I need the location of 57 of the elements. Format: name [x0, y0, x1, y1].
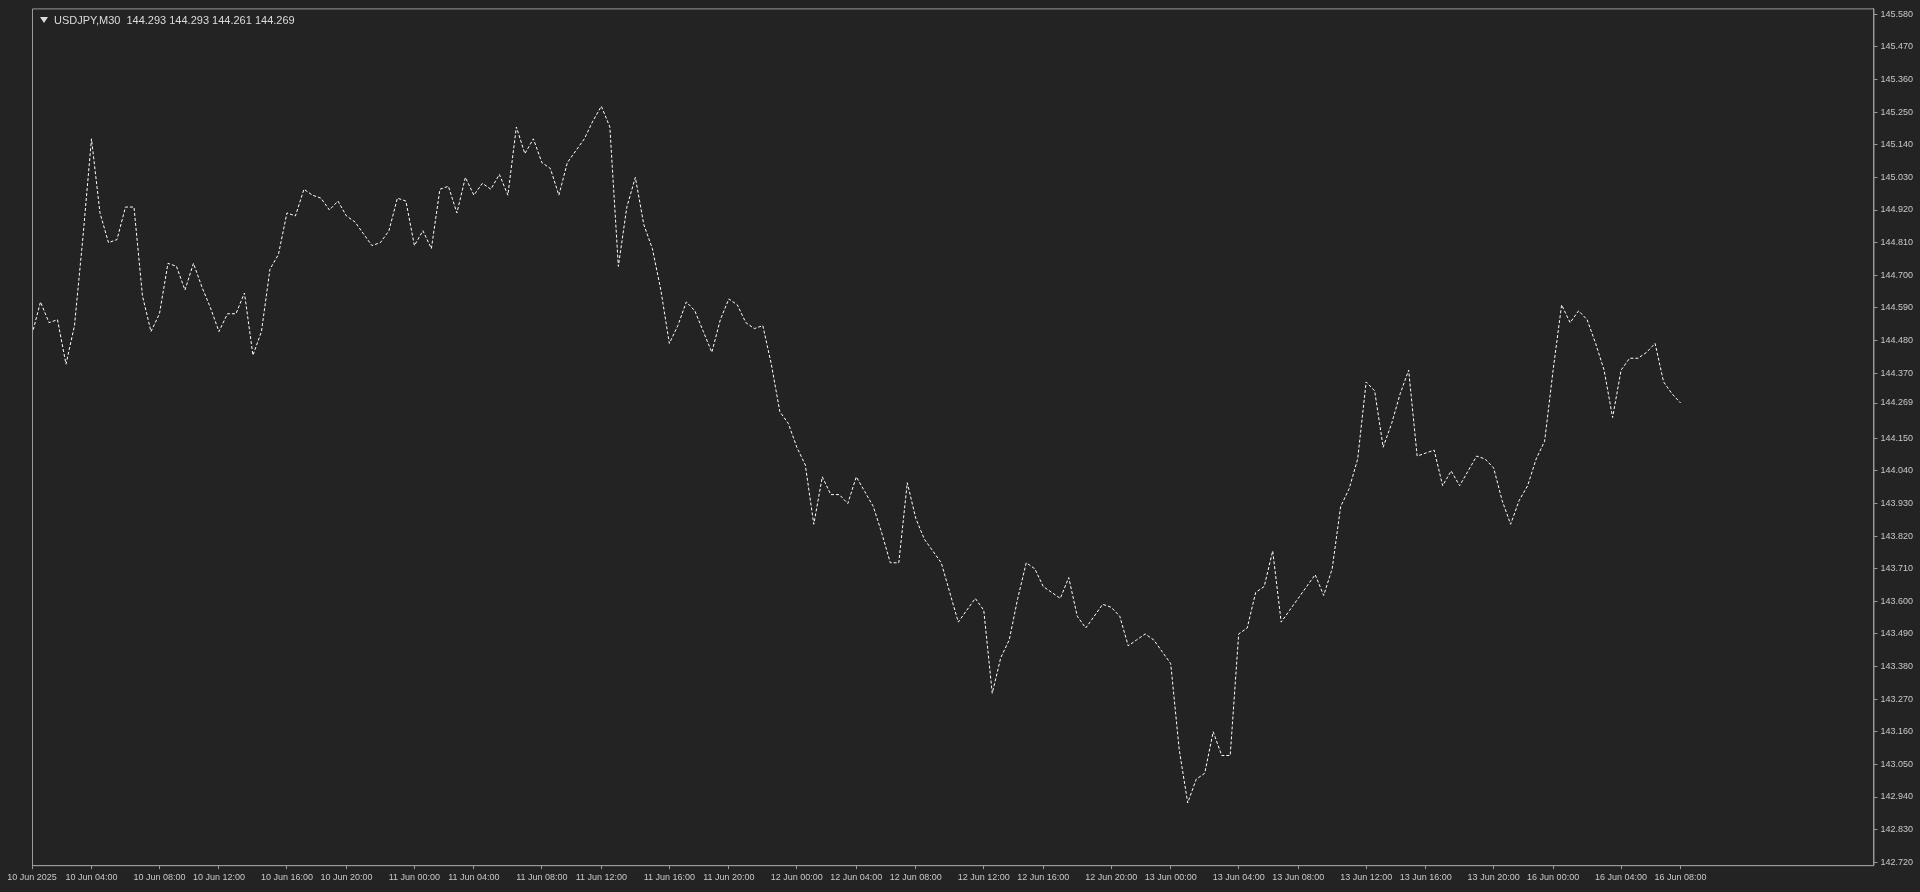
x-tick-label: 12 Jun 12:00	[957, 872, 1010, 883]
y-tick-label: 143.820	[1880, 530, 1914, 541]
y-tick-label: 145.030	[1880, 171, 1914, 182]
y-tick-label: 144.150	[1880, 432, 1914, 443]
x-tick-label: 12 Jun 04:00	[830, 872, 883, 883]
x-tick-label: 13 Jun 12:00	[1340, 872, 1393, 883]
y-tick-label: 142.830	[1880, 824, 1914, 835]
x-tick-label: 13 Jun 16:00	[1399, 872, 1452, 883]
x-tick-label: 13 Jun 04:00	[1212, 872, 1265, 883]
x-tick-label: 13 Jun 20:00	[1467, 872, 1520, 883]
x-tick-label: 10 Jun 16:00	[260, 872, 313, 883]
y-tick-label: 143.930	[1880, 497, 1914, 508]
x-tick-label: 13 Jun 00:00	[1144, 872, 1197, 883]
x-tick-label: 11 Jun 04:00	[448, 872, 500, 883]
y-tick-label: 145.360	[1880, 74, 1914, 85]
y-tick-label: 144.700	[1880, 269, 1914, 280]
x-tick-label: 12 Jun 20:00	[1085, 872, 1138, 883]
x-tick-label: 11 Jun 00:00	[388, 872, 441, 883]
x-tick-label: 11 Jun 12:00	[575, 872, 628, 883]
y-tick-label: 144.920	[1880, 204, 1914, 215]
x-tick-label: 12 Jun 16:00	[1017, 872, 1070, 883]
x-tick-label: 16 Jun 08:00	[1654, 872, 1707, 883]
text: 144.293 144.293 144.261 144.269	[126, 14, 295, 26]
y-tick-label: 144.590	[1880, 302, 1914, 313]
y-tick-label: 145.140	[1880, 139, 1914, 150]
y-tick-label: 143.710	[1880, 563, 1914, 574]
text: USDJPY,M30	[54, 14, 121, 26]
y-tick-label: 144.269	[1880, 397, 1914, 408]
y-tick-label: 143.270	[1880, 693, 1914, 704]
y-tick-label: 143.490	[1880, 628, 1914, 639]
line-series	[32, 105, 1682, 804]
x-tick-label: 11 Jun 20:00	[703, 872, 755, 883]
x-tick-label: 10 Jun 04:00	[65, 872, 118, 883]
x-tick-label: 11 Jun 08:00	[516, 872, 568, 883]
x-tick-label: 16 Jun 04:00	[1595, 872, 1648, 883]
y-tick-label: 143.380	[1880, 661, 1914, 672]
y-tick-label: 144.480	[1880, 334, 1914, 345]
y-tick-label: 145.250	[1880, 106, 1914, 117]
y-tick-label: 143.050	[1880, 758, 1914, 769]
y-tick-label: 144.810	[1880, 237, 1914, 248]
y-tick-label: 143.160	[1880, 726, 1914, 737]
x-tick-label: 12 Jun 08:00	[889, 872, 942, 883]
y-tick-label: 144.040	[1880, 465, 1914, 476]
x-tick-label: 11 Jun 16:00	[643, 872, 696, 883]
x-tick-label: 13 Jun 08:00	[1272, 872, 1325, 883]
y-tick-label: 144.370	[1880, 367, 1914, 378]
x-tick-label: 12 Jun 00:00	[770, 872, 823, 883]
y-tick-label: 145.470	[1880, 41, 1914, 52]
x-tick-label: 16 Jun 00:00	[1527, 872, 1580, 883]
y-tick-label: 143.600	[1880, 595, 1914, 606]
x-tick-label: 10 Jun 08:00	[133, 872, 186, 883]
x-tick-label: 10 Jun 2025	[7, 872, 57, 883]
x-tick-label: 10 Jun 12:00	[192, 872, 245, 883]
x-tick-label: 10 Jun 20:00	[320, 872, 373, 883]
y-tick-label: 142.940	[1880, 791, 1914, 802]
y-tick-label: 145.580	[1880, 8, 1914, 19]
y-tick-label: 142.720	[1880, 856, 1914, 867]
